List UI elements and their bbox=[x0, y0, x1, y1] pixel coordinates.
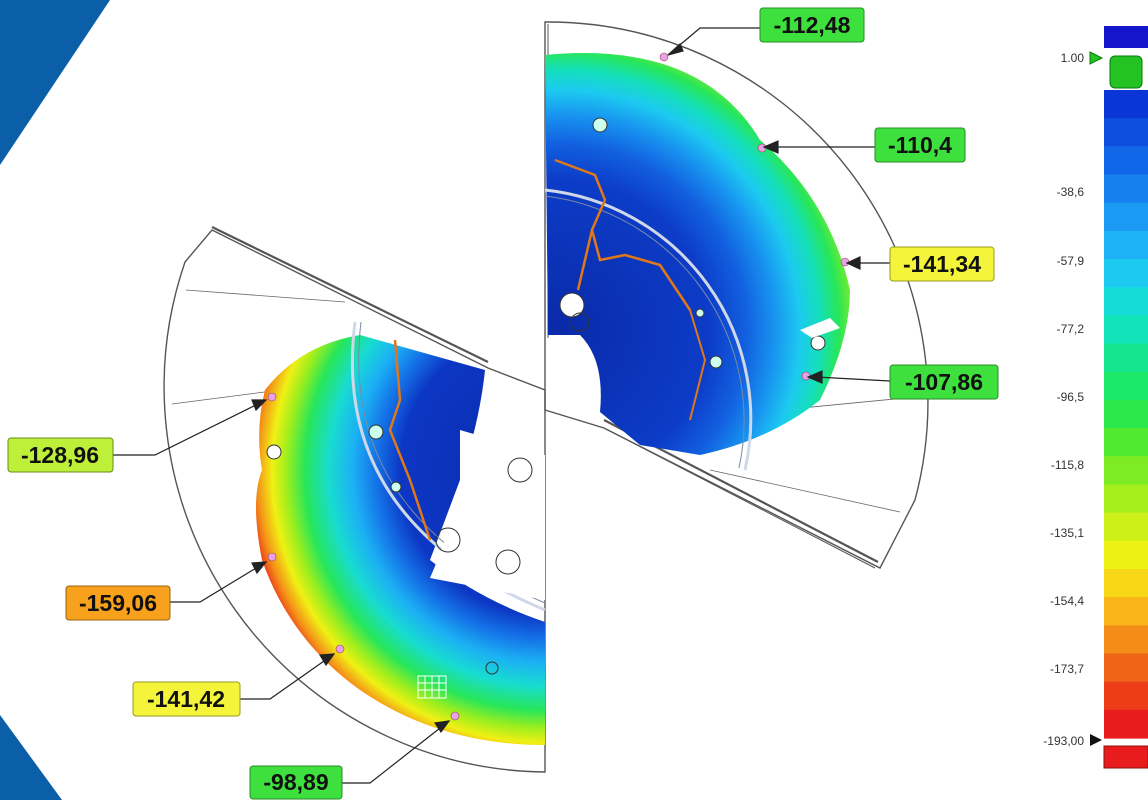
scale-bands bbox=[1104, 90, 1148, 739]
scale-band bbox=[1104, 681, 1148, 711]
scale-band bbox=[1104, 540, 1148, 570]
scale-band bbox=[1104, 709, 1148, 739]
upper-part-surface bbox=[545, 53, 850, 455]
callout-4: -107,86 bbox=[889, 364, 999, 400]
scale-band bbox=[1104, 259, 1148, 288]
upper-part-outline bbox=[544, 21, 929, 569]
scale-band bbox=[1104, 399, 1148, 429]
scale-nominal-swatch bbox=[1109, 55, 1143, 89]
scale-tick-label: -135,1 bbox=[1050, 526, 1084, 540]
scale-band bbox=[1104, 484, 1148, 514]
scale-band bbox=[1104, 202, 1148, 232]
scale-band bbox=[1104, 568, 1148, 598]
lower-part-crack bbox=[388, 339, 432, 541]
scale-top-value: 1.00 bbox=[1061, 51, 1085, 65]
scale-bottom-value: -193,00 bbox=[1043, 734, 1084, 748]
scale-band bbox=[1104, 512, 1148, 542]
corner-band-top bbox=[0, 0, 110, 165]
callout-3: -141,34 bbox=[889, 246, 995, 282]
callout-4-value: -107,86 bbox=[905, 369, 983, 395]
scale-tick-label: -57,9 bbox=[1057, 254, 1085, 268]
callout-8-value: -98,89 bbox=[263, 769, 328, 795]
scale-band bbox=[1104, 174, 1148, 204]
scale-band bbox=[1104, 428, 1148, 457]
scale-ticks: -38,6 -57,9 -77,2 -96,5 -115,8 -135,1 -154,4 -1… bbox=[1050, 185, 1084, 676]
upper-part-crack bbox=[554, 158, 692, 311]
callout-5: -128,96 bbox=[7, 437, 114, 473]
callout-2-value: -110,4 bbox=[888, 132, 952, 158]
scale-over-swatch bbox=[1104, 26, 1148, 48]
scale-band bbox=[1104, 343, 1148, 373]
callout-6: -159,06 bbox=[65, 585, 171, 621]
callout-7: -141,42 bbox=[132, 681, 241, 717]
color-scale: 1.00 -193,00 -38,6-57,9-77,2-96,5-115,8-… bbox=[1043, 26, 1148, 769]
scale-band bbox=[1104, 90, 1148, 119]
scale-tick-label: -173,7 bbox=[1050, 662, 1084, 676]
scale-band bbox=[1104, 653, 1148, 683]
callout-1: -112,48 bbox=[759, 7, 865, 43]
scale-band bbox=[1104, 230, 1148, 260]
scale-band bbox=[1104, 287, 1148, 316]
scale-band bbox=[1104, 456, 1148, 486]
scale-tick-label: -96,5 bbox=[1057, 390, 1085, 404]
scale-band bbox=[1104, 597, 1148, 626]
upper-part-inner-arc bbox=[544, 188, 753, 471]
lower-part bbox=[163, 226, 546, 773]
callout-5-value: -128,96 bbox=[21, 442, 99, 468]
lower-part-surface bbox=[256, 335, 545, 745]
lower-part-outline bbox=[163, 229, 546, 773]
corner-band-bottom bbox=[0, 715, 62, 800]
scale-band bbox=[1104, 371, 1148, 401]
scale-tick-label: -77,2 bbox=[1057, 322, 1085, 336]
scale-band bbox=[1104, 146, 1148, 176]
scale-under-swatch bbox=[1103, 745, 1148, 769]
upper-fixture-hole bbox=[592, 117, 608, 133]
upper-part bbox=[544, 21, 929, 569]
scale-band bbox=[1104, 625, 1148, 655]
leader-lines bbox=[113, 27, 891, 784]
callout-7-value: -141,42 bbox=[147, 686, 225, 712]
callout-6-value: -159,06 bbox=[79, 590, 157, 616]
callout-2: -110,4 bbox=[874, 127, 966, 163]
scale-tick-label: -154,4 bbox=[1050, 594, 1084, 608]
scale-band bbox=[1104, 118, 1148, 147]
callout-1-value: -112,48 bbox=[774, 12, 851, 38]
scale-band bbox=[1104, 315, 1148, 345]
scale-tick-label: -38,6 bbox=[1057, 185, 1085, 199]
scale-tick-label: -115,8 bbox=[1051, 458, 1084, 472]
callout-8: -98,89 bbox=[249, 765, 343, 800]
callout-3-value: -141,34 bbox=[903, 251, 981, 277]
